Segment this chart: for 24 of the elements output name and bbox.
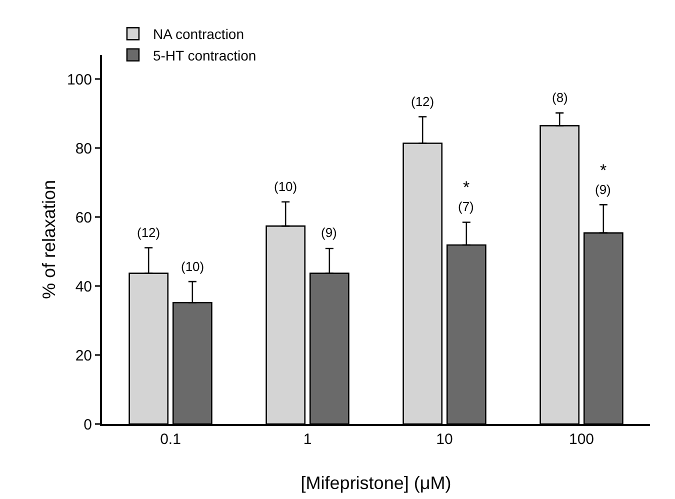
y-axis-title: % of relaxation: [39, 180, 59, 300]
annotation: *: [600, 161, 607, 180]
y-tick-label: 60: [75, 209, 92, 226]
x-tick-label: 0.1: [160, 431, 181, 448]
annotation: (9): [595, 182, 611, 197]
annotation: (12): [137, 225, 160, 240]
annotation: (7): [458, 199, 474, 214]
y-tick-label: 100: [66, 71, 92, 88]
x-tick-label: 10: [436, 431, 453, 448]
annotation: (10): [181, 259, 204, 274]
legend-label: 5-HT contraction: [152, 47, 256, 64]
x-axis-title: [Mifepristone] (μM): [300, 473, 452, 493]
x-tick-label: 1: [303, 431, 312, 448]
annotation: (9): [321, 225, 337, 240]
y-tick-label: 40: [75, 278, 92, 296]
y-tick-label: 20: [75, 347, 92, 364]
annotation: (12): [411, 94, 434, 109]
annotation: (8): [552, 90, 568, 105]
x-tick-label: 100: [568, 431, 594, 448]
annotation: *: [463, 178, 470, 197]
annotation: (10): [274, 179, 298, 194]
legend-label: NA contraction: [152, 26, 244, 42]
y-tick-label: 80: [75, 140, 92, 158]
y-tick-label: 0: [84, 416, 92, 434]
